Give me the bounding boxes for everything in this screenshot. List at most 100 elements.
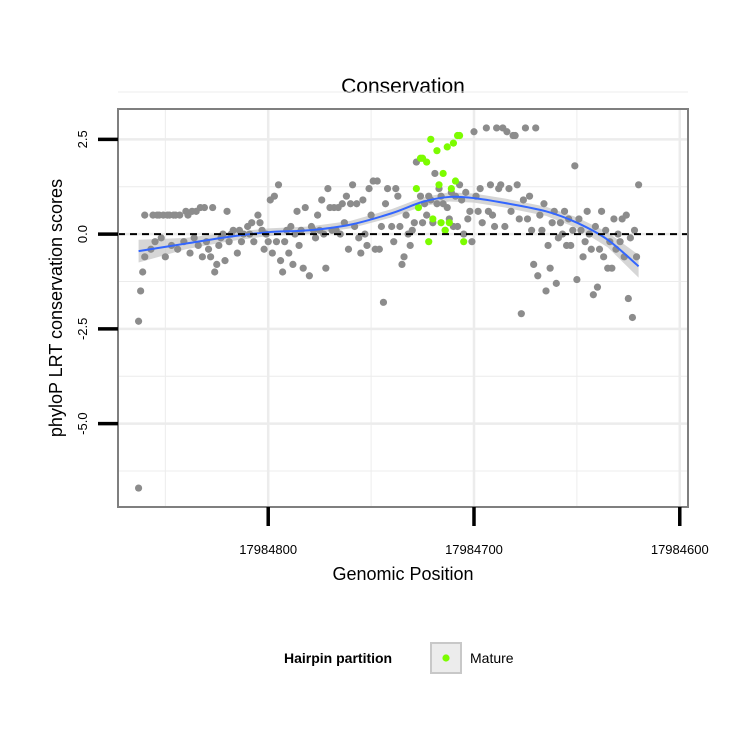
data-point — [575, 215, 583, 223]
data-point — [521, 124, 530, 132]
data-point — [532, 124, 540, 132]
data-point — [293, 207, 301, 215]
data-point — [344, 245, 353, 253]
data-point — [398, 260, 406, 269]
data-point — [466, 207, 474, 215]
data-point — [176, 211, 184, 219]
data-point — [223, 207, 231, 215]
data-point-mature — [439, 169, 447, 178]
data-point-mature — [414, 203, 423, 212]
data-point — [219, 230, 227, 238]
data-point — [291, 230, 299, 238]
data-point — [546, 264, 554, 272]
data-point — [402, 211, 410, 219]
data-point — [624, 294, 632, 303]
data-point — [381, 200, 390, 208]
y-tick-label: 0.0 — [75, 225, 90, 243]
data-point — [431, 169, 439, 178]
data-point — [248, 219, 256, 227]
chart-title: Conservation — [341, 75, 465, 98]
data-point — [610, 215, 618, 223]
data-point — [400, 253, 408, 261]
data-point — [528, 226, 536, 234]
data-point — [390, 238, 398, 246]
data-point — [346, 200, 355, 208]
data-point-mature — [425, 238, 433, 246]
data-point — [595, 245, 604, 253]
data-point — [552, 279, 560, 287]
plot-panel — [118, 109, 688, 507]
data-point — [560, 207, 569, 215]
data-point — [190, 234, 198, 242]
data-point — [221, 257, 229, 265]
data-point — [410, 219, 418, 227]
data-point — [314, 211, 322, 219]
y-tick-label: 2.5 — [75, 130, 90, 148]
data-point — [318, 196, 326, 204]
data-point — [453, 222, 462, 231]
data-point — [157, 234, 165, 242]
smooth-curve — [138, 195, 640, 268]
data-point — [209, 203, 217, 212]
data-point — [406, 241, 414, 250]
data-point — [597, 207, 606, 215]
data-point — [536, 211, 544, 219]
data-point — [423, 211, 431, 219]
x-tick-label: 17984700 — [445, 542, 503, 557]
data-point — [139, 268, 147, 276]
data-point — [476, 185, 484, 193]
data-point — [260, 245, 268, 253]
data-point — [635, 181, 643, 189]
data-point-mature — [433, 147, 441, 155]
data-point — [274, 181, 283, 189]
smooth-line — [138, 195, 640, 268]
data-point — [229, 226, 237, 234]
data-point — [256, 219, 264, 227]
data-point — [482, 124, 490, 132]
data-point — [486, 181, 495, 189]
data-point — [289, 260, 297, 269]
data-point-mature — [449, 139, 458, 147]
data-point — [141, 253, 149, 261]
data-point — [602, 226, 610, 234]
data-point-mature — [429, 215, 437, 223]
data-point — [540, 200, 548, 208]
data-point — [272, 238, 281, 246]
data-point — [583, 207, 591, 215]
data-point — [151, 238, 159, 246]
data-point — [408, 226, 416, 234]
data-point — [287, 222, 295, 231]
data-point — [534, 272, 542, 280]
data-point — [305, 272, 313, 280]
data-point — [338, 200, 346, 208]
y-tick-label: -2.5 — [75, 318, 90, 340]
data-point-mature — [445, 219, 453, 227]
data-point — [507, 207, 515, 215]
data-point — [279, 268, 287, 276]
data-point — [276, 257, 285, 265]
data-point — [497, 181, 505, 189]
x-tick-label: 17984800 — [239, 542, 297, 557]
data-point — [134, 317, 143, 325]
data-point — [593, 283, 602, 291]
x-axis-title: Genomic Position — [332, 564, 473, 584]
data-point — [460, 230, 468, 238]
data-point — [614, 230, 622, 238]
data-point — [161, 253, 169, 261]
data-point — [377, 222, 385, 231]
data-point — [573, 275, 581, 284]
data-point — [443, 203, 451, 212]
data-point — [622, 211, 630, 219]
data-point — [311, 234, 320, 242]
data-point — [567, 241, 575, 250]
data-point — [285, 249, 293, 257]
data-point — [383, 185, 392, 193]
data-point — [200, 203, 209, 212]
data-point — [630, 226, 639, 234]
data-point — [626, 234, 634, 242]
data-point — [433, 200, 441, 208]
data-point — [468, 238, 476, 246]
data-point — [268, 249, 276, 257]
data-point — [538, 226, 546, 234]
